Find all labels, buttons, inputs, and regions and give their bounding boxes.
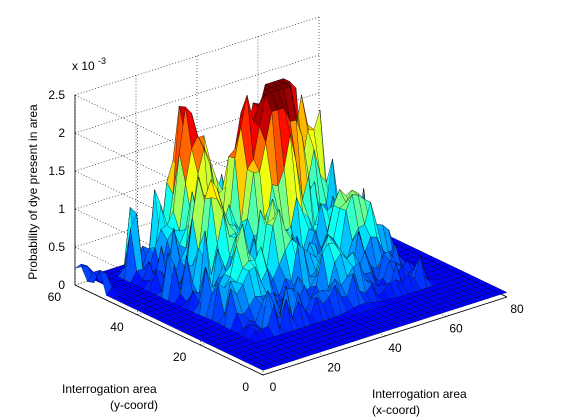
z-tick-label: 1 [58, 202, 65, 216]
z-tick-label: 2 [58, 126, 65, 140]
tick-labels: 0 0.5 1 1.5 2 2.5 0 20 40 60 80 0 20 40 60 [48, 88, 524, 394]
y-tick-label: 0 [242, 380, 249, 394]
x-tick-label: 20 [327, 361, 341, 375]
x-axis-line [262, 296, 508, 376]
z-axis-label: Probability of dye present in area [26, 104, 40, 280]
surface-patch [494, 289, 508, 295]
x-tick-label: 60 [449, 322, 463, 336]
y-tick-label: 60 [48, 290, 62, 304]
x-tick-label: 80 [510, 302, 524, 316]
z-tick-label: 0.5 [48, 240, 65, 254]
y-axis-label-line2: (y-coord) [110, 398, 158, 412]
x-axis-label-line2: (x-coord) [372, 403, 420, 417]
y-axis-label-line1: Interrogation area [62, 382, 157, 396]
probability-surface [74, 78, 508, 371]
y-tick-label: 40 [110, 320, 124, 334]
z-tick-label: 2.5 [48, 88, 65, 102]
y-axis-line [74, 284, 264, 376]
x-tick-label: 40 [388, 341, 402, 355]
z-tick-label: 1.5 [48, 164, 65, 178]
grid-line [74, 16, 320, 96]
x-axis-label-line1: Interrogation area [372, 387, 467, 401]
z-exponent-base: x 10 [72, 59, 95, 73]
z-exponent-label: x 10 -3 [72, 56, 106, 73]
z-tick-label: 0 [58, 278, 65, 292]
y-tick-label: 20 [173, 350, 187, 364]
grid-line [74, 54, 320, 134]
z-exponent-power: -3 [98, 56, 106, 66]
x-tick-label: 0 [270, 380, 277, 394]
